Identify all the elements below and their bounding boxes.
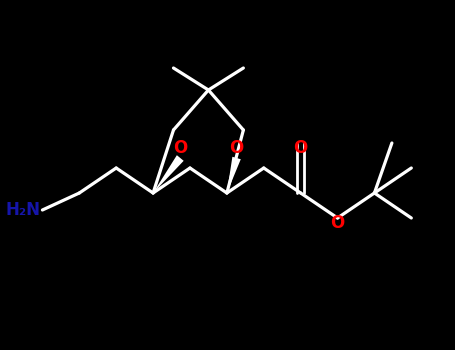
Text: H₂N: H₂N	[5, 201, 40, 219]
Text: O: O	[330, 214, 344, 232]
Text: O: O	[293, 139, 308, 157]
Text: O: O	[173, 139, 187, 157]
Polygon shape	[227, 157, 241, 193]
Text: O: O	[229, 139, 244, 157]
Polygon shape	[153, 155, 184, 193]
